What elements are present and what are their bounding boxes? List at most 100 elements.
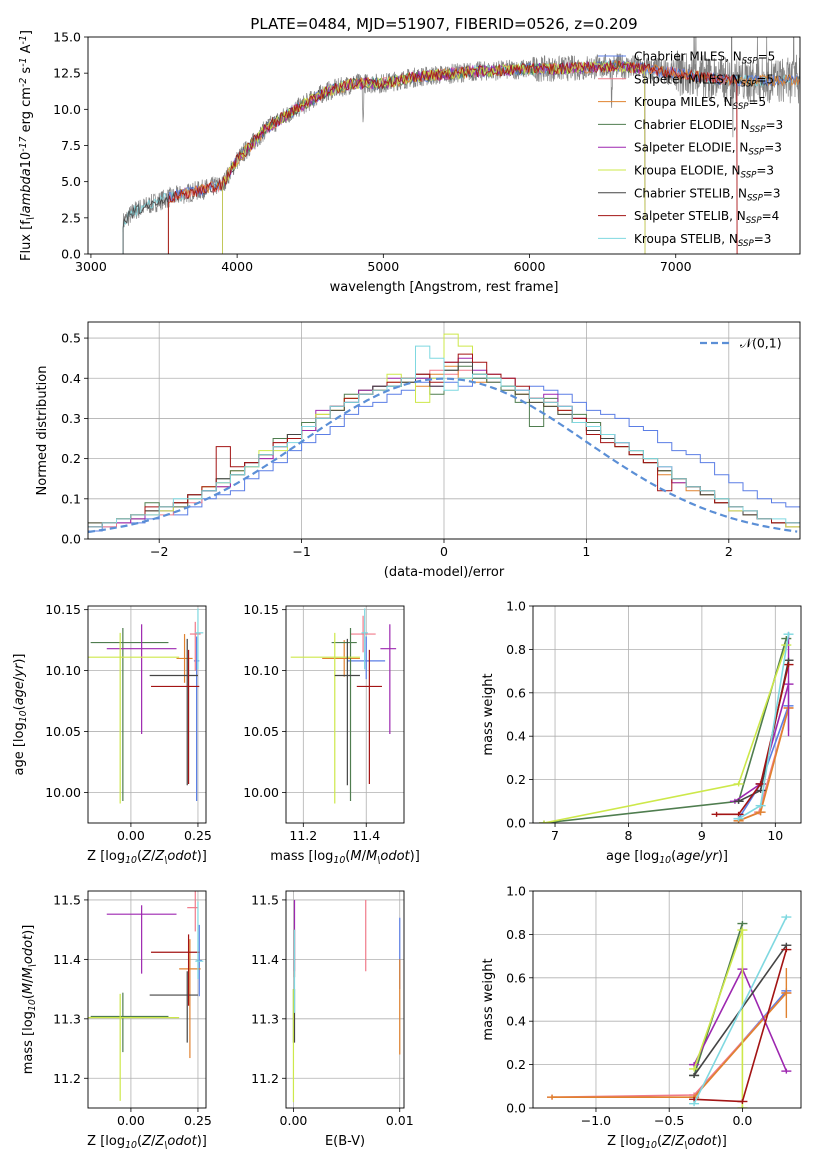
errorbar-salpeter-miles bbox=[187, 891, 198, 932]
legend-label-chabrier-miles: Chabrier MILES, NSSP=5 bbox=[634, 50, 775, 67]
weight-chabrier-elodie bbox=[539, 636, 792, 823]
errorbar-kroupa-miles bbox=[179, 939, 201, 1059]
y-tick-label: 0.4 bbox=[506, 729, 526, 744]
panel-mass_vs_Z: 0.00 0.25 11.2 11.3 11.4 11.5 Z [log10(Z/Z\odo… bbox=[21, 890, 212, 1151]
y-tick-label: 0.6 bbox=[506, 685, 526, 700]
errorbar-chabrier-stelib bbox=[334, 638, 360, 786]
model-salpeter-stelib bbox=[167, 60, 738, 254]
x-tick-label: 0.00 bbox=[117, 1113, 145, 1128]
legend-label-kroupa-elodie: Kroupa ELODIE, NSSP=3 bbox=[634, 164, 774, 181]
x-axis-label: (data-model)/error bbox=[384, 565, 505, 580]
x-tick-label: −1 bbox=[292, 544, 310, 559]
x-axis-label: wavelength [Angstrom, rest frame] bbox=[330, 280, 559, 295]
y-tick-label: 1.0 bbox=[506, 884, 526, 899]
hist-kroupa-stelib bbox=[88, 345, 800, 528]
ticks-age_vs_Z: 0.00 0.25 10.00 10.05 10.10 10.15 bbox=[45, 602, 212, 843]
y-tick-label: 10.15 bbox=[45, 602, 81, 617]
x-tick-label: 1 bbox=[582, 544, 590, 559]
errorbar-kroupa-elodie bbox=[88, 632, 180, 804]
x-tick-label: 6000 bbox=[514, 259, 546, 274]
errorbar-chabrier-miles bbox=[347, 636, 386, 680]
legend-label-salpeter-elodie: Salpeter ELODIE, NSSP=3 bbox=[634, 141, 782, 158]
y-tick-label: 11.5 bbox=[53, 892, 81, 907]
x-tick-label: 10 bbox=[767, 828, 783, 843]
y-tick-label: 0.0 bbox=[506, 816, 526, 831]
model-kroupa-stelib bbox=[122, 59, 800, 254]
model-salpeter-elodie bbox=[222, 61, 646, 254]
y-tick-label: 0.6 bbox=[506, 970, 526, 985]
x-tick-label: −1.0 bbox=[581, 1113, 611, 1128]
panel-mass_vs_EBV: 0.00 0.01 11.2 11.3 11.4 11.5 E(B-V) bbox=[251, 890, 414, 1149]
y-tick-label: 10.10 bbox=[45, 663, 81, 678]
x-axis-label: Z [log10(Z/Z\odot)] bbox=[87, 849, 207, 866]
x-axis-label: Z [log10(Z/Z\odot)] bbox=[87, 1134, 207, 1151]
x-tick-label: −0.5 bbox=[654, 1113, 684, 1128]
axes-frame bbox=[87, 321, 801, 540]
y-tick-label: 11.4 bbox=[53, 952, 81, 967]
ticks-weight_vs_age: 7 8 9 10 0.0 0.2 0.4 0.6 0.8 1.0 bbox=[506, 599, 783, 844]
x-tick-label: 5000 bbox=[367, 259, 399, 274]
y-axis-label: Flux [f\lambda10-17 erg cm-2 s-1 A-1] bbox=[18, 30, 36, 261]
y-tick-label: 0.2 bbox=[61, 451, 81, 466]
axes-frame bbox=[87, 890, 207, 1109]
legend-gauss-label: 𝒩(0,1) bbox=[740, 336, 782, 351]
y-tick-label: 0.8 bbox=[506, 642, 526, 657]
axes-frame bbox=[87, 36, 801, 255]
x-tick-label: 0.01 bbox=[386, 1113, 414, 1128]
y-tick-label: 0.0 bbox=[61, 247, 81, 262]
errorbar-kroupa-stelib bbox=[361, 608, 368, 670]
errorbar-salpeter-elodie bbox=[380, 624, 397, 735]
weight-salpeter-stelib bbox=[689, 947, 792, 1104]
x-tick-label: 0.00 bbox=[117, 828, 145, 843]
errorbar-salpeter-miles bbox=[350, 615, 376, 653]
x-tick-label: 11.2 bbox=[289, 828, 317, 843]
errorbar-kroupa-elodie bbox=[290, 632, 360, 804]
y-tick-label: 10.0 bbox=[53, 102, 81, 117]
x-tick-label: 7 bbox=[551, 828, 559, 843]
y-tick-label: 0.5 bbox=[61, 331, 81, 346]
y-tick-label: 1.0 bbox=[506, 599, 526, 614]
errorbar-chabrier-stelib bbox=[149, 971, 198, 1043]
ticks-mass_vs_EBV: 0.00 0.01 11.2 11.3 11.4 11.5 bbox=[251, 892, 414, 1128]
y-tick-label: 2.5 bbox=[61, 210, 81, 225]
y-tick-label: 10.15 bbox=[243, 602, 279, 617]
y-axis-label: mass [log10(M/M\odot)] bbox=[21, 925, 38, 1075]
y-tick-label: 0.2 bbox=[506, 772, 526, 787]
ticks-weight_vs_Z: −1.0 −0.5 0.0 0.0 0.2 0.4 0.6 0.8 1.0 bbox=[506, 884, 752, 1129]
model-salpeter-miles bbox=[167, 60, 738, 254]
ticks-age_vs_mass: 11.2 11.4 10.00 10.05 10.10 10.15 bbox=[243, 602, 380, 843]
errorbar-salpeter-elodie bbox=[106, 624, 177, 735]
plot-area-age_vs_mass bbox=[290, 608, 397, 804]
errorbar-kroupa-elodie bbox=[88, 993, 180, 1101]
x-tick-label: 9 bbox=[698, 828, 706, 843]
errorbar-kroupa-miles bbox=[322, 640, 360, 677]
x-axis-label: age [log10(age/yr)] bbox=[606, 849, 728, 866]
ticks-residuals: −2 −1 0 1 2 0.0 0.1 0.2 0.3 0.4 0.5 bbox=[61, 331, 733, 559]
errorbar-salpeter-elodie bbox=[106, 905, 177, 974]
y-axis-label: mass weight bbox=[481, 673, 496, 755]
x-tick-label: 11.4 bbox=[352, 828, 380, 843]
y-tick-label: 5.0 bbox=[61, 174, 81, 189]
errorbar-salpeter-stelib bbox=[356, 649, 382, 784]
panel-weight_vs_Z: −1.0 −0.5 0.0 0.0 0.2 0.4 0.6 0.8 1.0 Z [log10(Z/… bbox=[481, 884, 802, 1151]
model-chabrier-elodie bbox=[222, 60, 646, 254]
y-axis-label: mass weight bbox=[481, 958, 496, 1040]
y-tick-label: 10.05 bbox=[243, 724, 279, 739]
x-tick-label: −2 bbox=[150, 544, 168, 559]
y-tick-label: 11.3 bbox=[53, 1011, 81, 1026]
x-tick-label: 0.25 bbox=[184, 828, 212, 843]
panel-weight_vs_age: 7 8 9 10 0.0 0.2 0.4 0.6 0.8 1.0 age [log10(age/yr… bbox=[481, 599, 802, 866]
x-tick-label: 8 bbox=[624, 828, 632, 843]
x-axis-label: Z [log10(Z/Z\odot)] bbox=[607, 1134, 727, 1151]
errorbar-kroupa-stelib bbox=[195, 608, 204, 670]
errorbar-chabrier-elodie bbox=[90, 992, 169, 1053]
y-tick-label: 0.0 bbox=[61, 532, 81, 547]
weight-kroupa-stelib bbox=[733, 631, 794, 822]
panel-age_vs_Z: 0.00 0.25 10.00 10.05 10.10 10.15 Z [log10(Z/Z… bbox=[12, 602, 212, 866]
y-tick-label: 11.2 bbox=[53, 1071, 81, 1086]
gaussian-curve bbox=[88, 377, 798, 534]
plot-area-mass_vs_Z bbox=[88, 891, 204, 1101]
weight-line bbox=[716, 664, 790, 816]
y-tick-label: 10.05 bbox=[45, 724, 81, 739]
